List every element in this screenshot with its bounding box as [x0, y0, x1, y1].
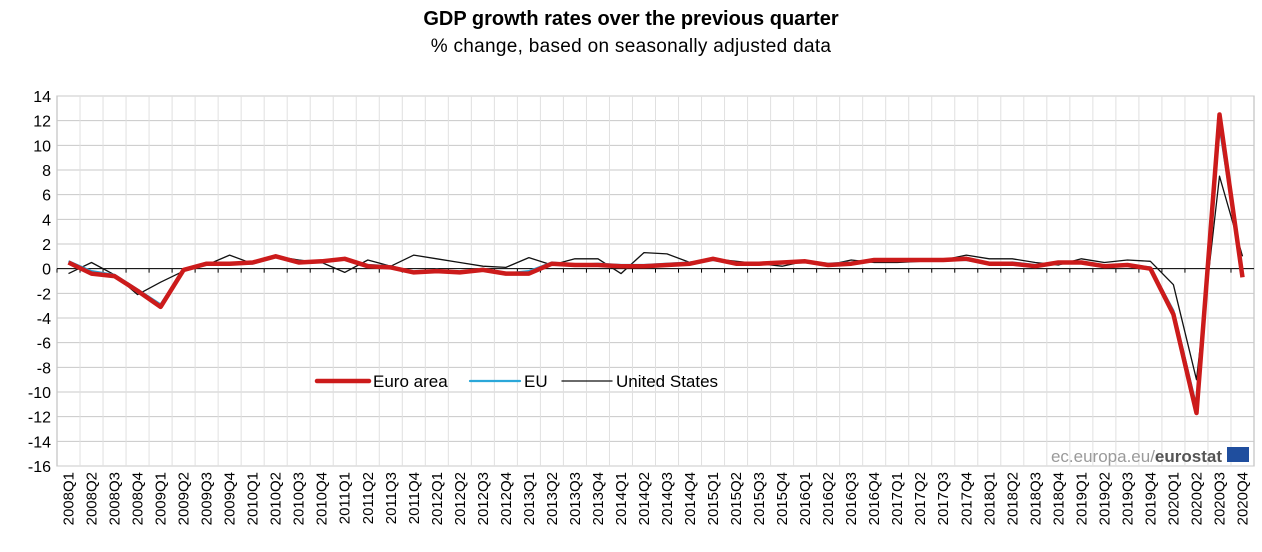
x-tick-label: 2019Q1	[1073, 472, 1090, 525]
legend-label: EU	[524, 372, 548, 391]
x-tick-label: 2014Q2	[636, 472, 653, 525]
x-tick-label: 2013Q1	[521, 472, 538, 525]
chart-subtitle: % change, based on seasonally adjusted d…	[430, 36, 832, 57]
y-tick-label: -12	[28, 410, 51, 427]
x-tick-label: 2017Q1	[889, 472, 906, 525]
x-tick-label: 2009Q3	[199, 472, 216, 525]
series-line-euro-area	[67, 112, 1245, 416]
y-tick-label: -4	[37, 311, 51, 328]
x-tick-label: 2018Q1	[981, 472, 998, 525]
x-tick-label: 2020Q2	[1188, 472, 1205, 525]
y-axis: 14 12 10 8 6 4 2 0 -2 -4 -6 -8 -10 -12 -14 -16	[28, 89, 51, 476]
eurostat-watermark: ec.europa.eu/eurostat	[1051, 447, 1249, 466]
x-tick-label: 2013Q2	[544, 472, 561, 525]
eu-flag-icon	[1227, 447, 1249, 462]
x-tick-label: 2015Q4	[774, 472, 791, 525]
x-tick-label: 2011Q1	[337, 472, 354, 524]
x-tick-label: 2010Q3	[291, 472, 308, 525]
x-tick-label: 2011Q2	[360, 472, 377, 524]
y-tick-label: 4	[42, 212, 51, 229]
watermark-brand: eurostat	[1155, 447, 1222, 466]
legend-label: Euro area	[373, 372, 448, 391]
x-tick-label: 2011Q4	[406, 472, 423, 524]
x-tick-label: 2015Q2	[728, 472, 745, 525]
legend-label: United States	[616, 372, 718, 391]
x-tick-label: 2008Q1	[61, 472, 78, 525]
x-tick-label: 2009Q1	[153, 472, 170, 525]
x-tick-label: 2008Q2	[84, 472, 101, 525]
y-tick-label: 10	[33, 138, 51, 155]
x-tick-label: 2018Q3	[1027, 472, 1044, 525]
x-tick-label: 2018Q2	[1004, 472, 1021, 525]
y-tick-label: -16	[28, 459, 51, 476]
y-tick-label: -8	[37, 360, 51, 377]
x-tick-label: 2017Q2	[912, 472, 929, 525]
x-tick-label: 2014Q1	[613, 472, 630, 525]
x-tick-label: 2012Q3	[475, 472, 492, 525]
x-tick-label: 2016Q3	[843, 472, 860, 525]
x-tick-label: 2009Q2	[176, 472, 193, 525]
y-tick-label: -14	[28, 434, 51, 451]
y-tick-label: 6	[42, 188, 51, 205]
x-tick-label: 2013Q3	[567, 472, 584, 525]
watermark-prefix: ec.europa.eu/	[1051, 447, 1155, 466]
x-tick-label: 2016Q2	[820, 472, 837, 525]
x-tick-label: 2019Q3	[1119, 472, 1136, 525]
x-tick-label: 2010Q4	[314, 472, 331, 525]
x-tick-label: 2017Q4	[958, 472, 975, 525]
y-tick-label: 12	[33, 114, 51, 131]
x-tick-label: 2008Q4	[130, 472, 147, 525]
x-tick-label: 2014Q3	[659, 472, 676, 525]
y-tick-label: -2	[37, 286, 51, 303]
chart-title: GDP growth rates over the previous quart…	[423, 8, 839, 30]
y-tick-label: 14	[33, 89, 51, 106]
x-tick-label: 2019Q4	[1142, 472, 1159, 525]
watermark-text: ec.europa.eu/eurostat	[1051, 447, 1222, 466]
x-tick-label: 2011Q3	[383, 472, 400, 524]
x-tick-label: 2020Q3	[1211, 472, 1228, 525]
grid-lines	[57, 95, 1254, 467]
x-tick-label: 2012Q1	[429, 472, 446, 525]
x-tick-label: 2012Q2	[452, 472, 469, 525]
x-axis: 2008Q1 2008Q2 2008Q3 2008Q4 2009Q1 2009Q2 2009…	[56, 268, 1254, 525]
x-tick-label: 2016Q1	[797, 472, 814, 525]
x-tick-label: 2014Q4	[682, 472, 699, 525]
x-tick-label: 2010Q1	[245, 472, 262, 525]
x-tick-label: 2018Q4	[1050, 472, 1067, 525]
x-tick-label: 2017Q3	[935, 472, 952, 525]
y-tick-label: 2	[42, 237, 51, 254]
x-tick-label: 2016Q4	[866, 472, 883, 525]
y-tick-label: 0	[42, 262, 51, 279]
x-tick-label: 2019Q2	[1096, 472, 1113, 525]
x-tick-label: 2013Q4	[590, 472, 607, 525]
x-tick-label: 2015Q3	[751, 472, 768, 525]
x-tick-label: 2008Q3	[107, 472, 124, 525]
legend: Euro area EU United States	[314, 372, 718, 391]
y-tick-label: -6	[37, 336, 51, 353]
y-tick-label: -10	[28, 385, 51, 402]
x-tick-label: 2020Q4	[1234, 472, 1251, 525]
x-tick-label: 2010Q2	[268, 472, 285, 525]
x-tick-label: 2020Q1	[1165, 472, 1182, 525]
x-tick-label: 2015Q1	[705, 472, 722, 525]
x-tick-label: 2009Q4	[222, 472, 239, 525]
y-tick-label: 8	[42, 163, 51, 180]
series-lines	[67, 112, 1245, 416]
x-tick-label: 2012Q4	[498, 472, 515, 525]
